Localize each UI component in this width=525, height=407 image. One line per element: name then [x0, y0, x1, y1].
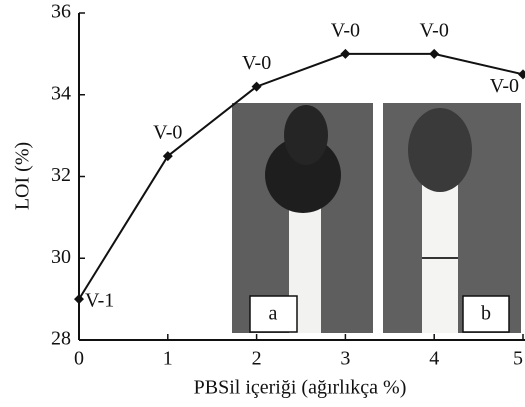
point-label: V-0: [490, 75, 519, 97]
y-tick-label: 32: [51, 164, 71, 186]
x-tick-label: 4: [429, 348, 439, 370]
label-box: [462, 295, 510, 333]
y-tick-label: 30: [51, 246, 71, 268]
label-box: [249, 295, 298, 333]
y-tick-label: 36: [51, 1, 71, 23]
x-tick-label: 5: [513, 348, 523, 370]
data-point: [340, 48, 351, 59]
char-residue: [408, 108, 472, 192]
y-tick-label: 28: [51, 328, 71, 350]
char-residue: [265, 137, 341, 213]
x-tick-label: 1: [163, 348, 173, 370]
inset-photos: a b: [232, 103, 521, 333]
x-tick-label: 2: [252, 348, 262, 370]
y-axis-title: LOI (%): [12, 142, 34, 210]
data-point: [429, 48, 440, 59]
y-tick-label: 34: [51, 82, 71, 104]
point-label: V-0: [420, 19, 449, 41]
data-point: [251, 81, 262, 92]
data-point: [518, 69, 525, 80]
data-point: [74, 294, 84, 305]
x-tick-label: 0: [74, 348, 84, 370]
photo-label: b: [481, 303, 491, 325]
data-line: [78, 52, 524, 300]
char-residue: [284, 105, 328, 165]
point-label: V-0: [242, 52, 271, 74]
point-label: V-1: [85, 290, 114, 312]
point-label: V-0: [331, 19, 360, 41]
x-axis-title: PBSil içeriği (ağırlıkça %): [194, 377, 407, 399]
photo-label: a: [269, 303, 278, 325]
point-label: V-0: [153, 122, 182, 144]
data-point: [162, 151, 173, 162]
x-tick-label: 3: [340, 348, 350, 370]
